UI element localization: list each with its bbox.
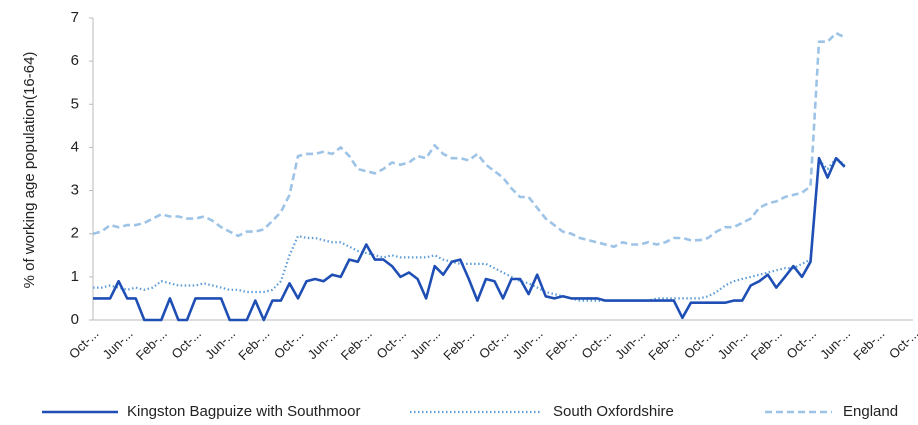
x-tick-label: Feb-...	[850, 326, 887, 363]
x-tick-label: Jun-...	[100, 326, 136, 362]
y-tick-label: 2	[71, 225, 79, 242]
series-line	[93, 156, 846, 322]
y-tick-label: 3	[71, 182, 79, 199]
x-tick-label: Feb-...	[338, 326, 375, 363]
legend-label: Kingston Bagpuize with Southmoor	[127, 403, 360, 420]
y-tick-label: 0	[71, 311, 79, 328]
x-tick-label: Feb-...	[748, 326, 785, 363]
x-tick-label: Oct-...	[886, 326, 918, 362]
y-tick-label: 7	[71, 9, 79, 26]
y-tick-label: 1	[71, 268, 79, 285]
x-tick-label: Feb-...	[543, 326, 580, 363]
series-line	[92, 31, 846, 248]
x-tick-label: Jun-...	[510, 326, 546, 362]
x-tick-label: Oct-...	[66, 326, 102, 362]
x-tick-label: Jun-...	[817, 326, 853, 362]
x-tick-label: Feb-...	[440, 326, 477, 363]
x-tick-label: Jun-...	[612, 326, 648, 362]
x-tick-label: Feb-...	[645, 326, 682, 363]
y-tick-label: 5	[71, 95, 79, 112]
x-tick-label: Jun-...	[202, 326, 238, 362]
x-tick-label: Oct-...	[373, 326, 409, 362]
x-tick-label: Jun-...	[305, 326, 341, 362]
x-tick-label: Feb-...	[133, 326, 170, 363]
x-tick-label: Jun-...	[715, 326, 751, 362]
x-tick-label: Oct-...	[476, 326, 512, 362]
legend-label: South Oxfordshire	[553, 403, 674, 420]
y-tick-label: 6	[71, 52, 79, 69]
x-tick-label: Oct-...	[783, 326, 819, 362]
x-tick-label: Oct-...	[681, 326, 717, 362]
x-tick-label: Oct-...	[578, 326, 614, 362]
legend-label: England	[843, 403, 898, 420]
x-tick-label: Oct-...	[271, 326, 307, 362]
y-tick-label: 4	[71, 138, 79, 155]
x-tick-label: Feb-...	[235, 326, 272, 363]
x-tick-label: Jun-...	[407, 326, 443, 362]
y-axis-label: % of working age population(16-64)	[21, 52, 38, 289]
x-tick-label: Oct-...	[168, 326, 204, 362]
